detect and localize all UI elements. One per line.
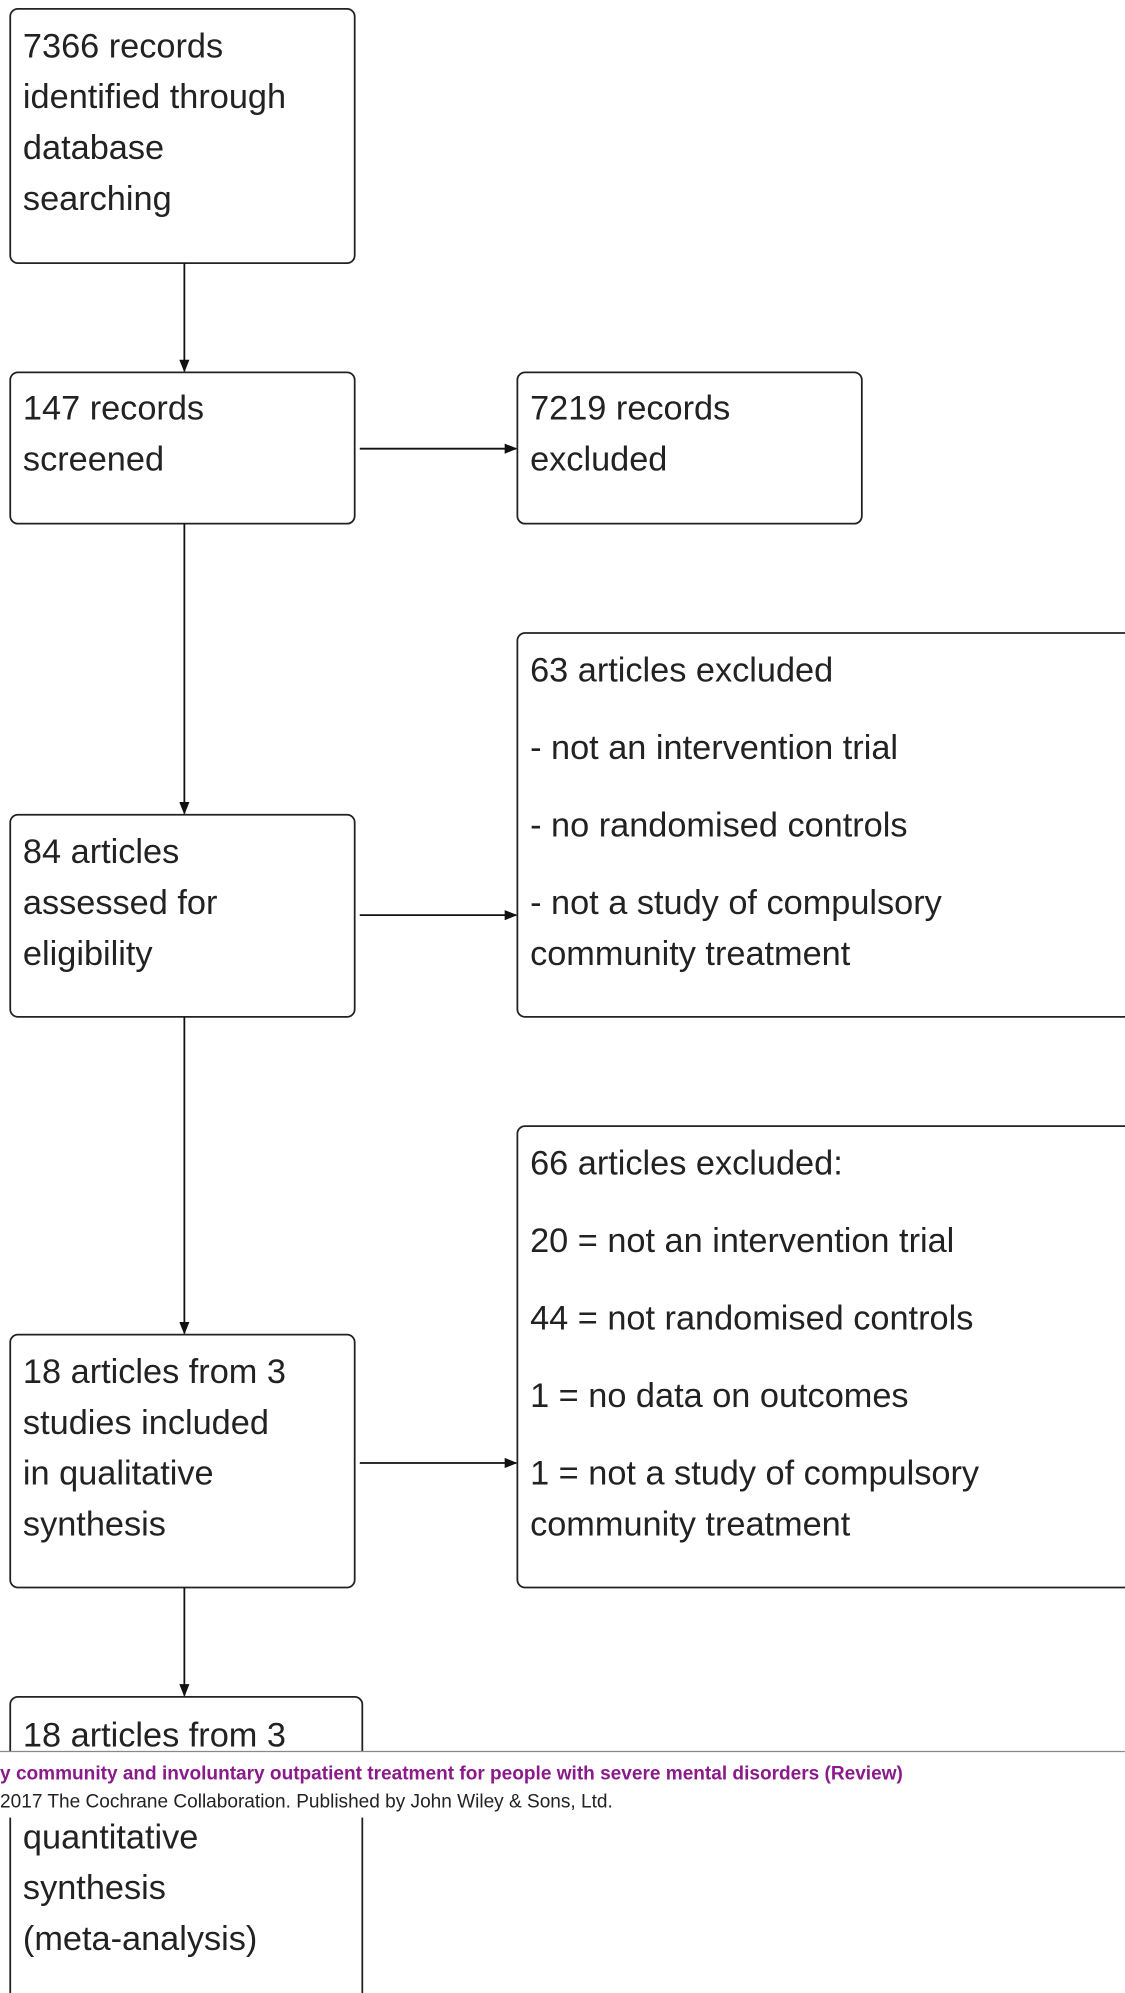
node-text: synthesis: [23, 1869, 166, 1907]
node-text: 7219 records: [530, 390, 730, 428]
node-text: - no randomised controls: [530, 807, 907, 845]
node-text: searching: [23, 180, 172, 218]
node-text: screened: [23, 440, 164, 478]
box: [9, 8, 356, 264]
box: [516, 1125, 1125, 1589]
footer-title: y community and involuntary outpatient t…: [0, 1763, 903, 1784]
node-text: in qualitative: [23, 1455, 214, 1493]
node-text: (meta-analysis): [23, 1920, 257, 1958]
node-text: 66 articles excluded:: [530, 1145, 843, 1183]
node-text: excluded: [530, 440, 667, 478]
node-text: database: [23, 129, 164, 167]
node-text: 1 = not a study of compulsory: [530, 1455, 980, 1493]
node-text: studies included: [23, 1404, 269, 1442]
node-text: identified through: [23, 78, 286, 116]
node-text: 18 articles from 3: [23, 1717, 286, 1755]
box: [516, 371, 863, 525]
node-text: 84 articles: [23, 833, 179, 871]
node-text: 63 articles excluded: [530, 651, 833, 689]
node-text: - not a study of compulsory: [530, 884, 943, 922]
node-text: 7366 records: [23, 27, 223, 65]
node-text: quantitative: [23, 1818, 198, 1856]
node-text: - not an intervention trial: [530, 729, 898, 767]
node-text: 20 = not an intervention trial: [530, 1222, 954, 1260]
node-text: 1 = no data on outcomes: [530, 1377, 909, 1415]
box: [516, 632, 1125, 1018]
node-text: community treatment: [530, 1506, 851, 1544]
box: [9, 371, 356, 525]
node-text: community treatment: [530, 935, 851, 973]
node-text: 44 = not randomised controls: [530, 1300, 973, 1338]
node-text: synthesis: [23, 1506, 166, 1544]
footer-copyright: 2017 The Cochrane Collaboration. Publish…: [0, 1791, 613, 1812]
node-text: assessed for: [23, 884, 217, 922]
box: [9, 1333, 356, 1589]
footer-band: [0, 1751, 1125, 1818]
node-text: 18 articles from 3: [23, 1353, 286, 1391]
node-text: eligibility: [23, 935, 153, 973]
box-texts: 7366 records identified through database se…: [23, 27, 980, 1958]
node-text: 147 records: [23, 390, 204, 428]
